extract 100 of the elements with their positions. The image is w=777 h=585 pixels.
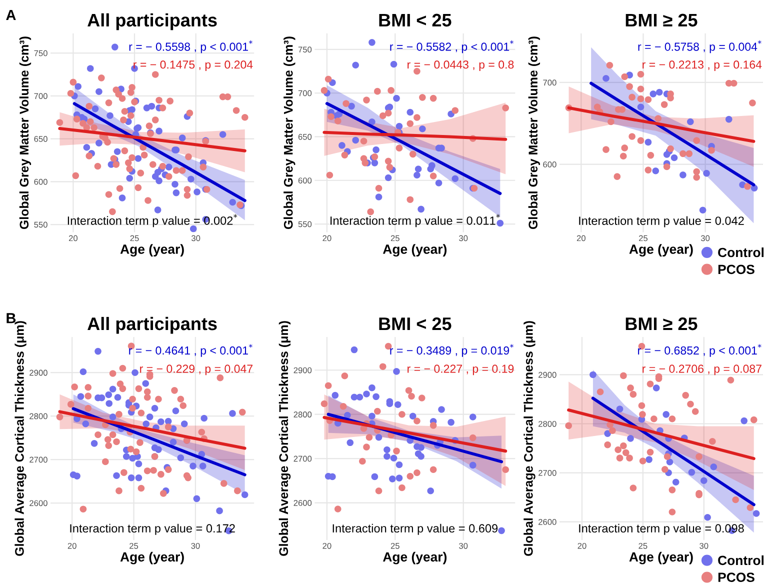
point xyxy=(602,74,610,82)
x-tick-label: 30 xyxy=(191,542,200,549)
point xyxy=(71,384,78,390)
y-tick-label: 2800 xyxy=(538,420,556,427)
point xyxy=(746,504,754,511)
point xyxy=(136,439,144,446)
point xyxy=(165,164,172,170)
point xyxy=(662,411,670,418)
point xyxy=(418,394,426,402)
point xyxy=(384,174,392,182)
point xyxy=(650,90,657,98)
point xyxy=(171,387,178,394)
point xyxy=(352,62,359,69)
point xyxy=(627,435,634,442)
point xyxy=(727,376,734,384)
point xyxy=(621,144,628,152)
point xyxy=(178,134,186,142)
y-tick-label: 2900 xyxy=(294,367,312,374)
point xyxy=(452,175,459,182)
point xyxy=(608,118,614,126)
point xyxy=(725,116,732,123)
line-series xyxy=(322,130,508,141)
point xyxy=(368,412,376,420)
point xyxy=(374,408,381,415)
point xyxy=(384,342,392,350)
point xyxy=(730,80,738,87)
x-tick-label: 20 xyxy=(322,235,332,242)
point xyxy=(620,372,627,380)
annotation: r = − 0.6852 , p < 0.001$^{*}$ xyxy=(638,344,762,357)
y-tick-label: 700 xyxy=(34,93,48,100)
point xyxy=(344,412,351,419)
point xyxy=(334,118,342,124)
point xyxy=(338,142,346,149)
point xyxy=(647,152,654,159)
point xyxy=(708,146,715,154)
point xyxy=(164,424,172,430)
point xyxy=(352,136,359,144)
point xyxy=(177,454,184,462)
point xyxy=(696,453,702,460)
annotation: Interaction term p value = 0.002$^{*}$ xyxy=(68,214,238,228)
point xyxy=(639,458,646,464)
point xyxy=(96,140,102,146)
point xyxy=(158,470,164,478)
point xyxy=(430,422,437,429)
point xyxy=(704,514,711,521)
point xyxy=(375,434,382,441)
point xyxy=(637,86,644,92)
point xyxy=(637,95,644,102)
y-tick-label: 750 xyxy=(298,46,312,53)
point xyxy=(750,416,758,424)
point xyxy=(393,368,400,375)
x-tick-label: 30 xyxy=(700,542,708,549)
point xyxy=(229,410,236,417)
x-axis-title: Age (year) xyxy=(629,244,693,257)
point xyxy=(386,164,394,171)
point xyxy=(375,194,382,200)
point xyxy=(194,188,200,196)
point xyxy=(396,461,403,468)
point xyxy=(122,453,130,460)
x-tick-label: 30 xyxy=(459,235,468,242)
point xyxy=(452,107,459,114)
point xyxy=(320,400,328,408)
point xyxy=(219,131,226,138)
x-axis-title: Age (year) xyxy=(382,552,447,564)
point xyxy=(324,76,332,82)
x-tick-label: 20 xyxy=(322,542,332,549)
point xyxy=(142,380,150,387)
text: B xyxy=(6,313,16,324)
line-series xyxy=(58,126,246,152)
point xyxy=(150,467,157,474)
point xyxy=(177,396,184,403)
point xyxy=(644,166,652,174)
point xyxy=(160,490,167,497)
point xyxy=(418,444,424,451)
point xyxy=(414,172,420,179)
chart-title: All participants xyxy=(88,316,217,334)
y-tick-label: 2600 xyxy=(538,519,556,525)
point xyxy=(371,160,378,166)
point xyxy=(126,174,134,182)
point xyxy=(670,154,678,162)
annotation: r = − 0.5758 , p = 0.004$^{*}$ xyxy=(638,40,762,54)
point xyxy=(113,472,120,480)
point xyxy=(414,114,420,121)
point xyxy=(661,466,668,473)
line-series xyxy=(325,102,502,196)
point xyxy=(604,441,611,448)
point xyxy=(614,446,622,454)
x-tick-label: 20 xyxy=(576,235,586,242)
point xyxy=(419,94,426,101)
point xyxy=(709,438,716,445)
point xyxy=(749,100,756,106)
point xyxy=(67,400,74,408)
point xyxy=(84,404,92,412)
annotation: r = − 0.2213 , p = 0.164 xyxy=(642,60,762,71)
y-tick-label: 750 xyxy=(34,50,48,56)
point xyxy=(135,385,142,392)
point xyxy=(193,495,200,502)
point xyxy=(366,434,373,441)
point xyxy=(138,484,145,492)
point xyxy=(626,454,633,462)
